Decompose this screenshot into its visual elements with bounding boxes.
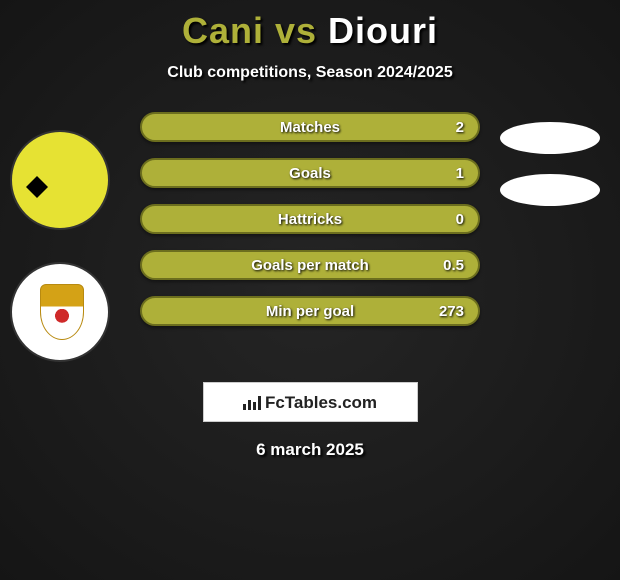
stat-value: 2	[456, 114, 464, 142]
player1-club-crest	[10, 262, 110, 362]
player2-avatar-placeholder	[500, 122, 600, 154]
bar-chart-icon	[243, 385, 261, 425]
player1-name: Cani	[182, 10, 264, 51]
watermark-text: FcTables.com	[265, 393, 377, 412]
crest-icon	[40, 284, 84, 340]
header: Cani vs Diouri Club competitions, Season…	[0, 0, 620, 82]
vs-label: vs	[275, 10, 317, 51]
stat-bar-hattricks: Hattricks 0	[140, 204, 480, 234]
page-title: Cani vs Diouri	[0, 10, 620, 52]
player2-club-placeholder	[500, 174, 600, 206]
date-label: 6 march 2025	[0, 440, 620, 460]
comparison-content: Matches 2 Goals 1 Hattricks 0 Goals per …	[0, 112, 620, 372]
player1-avatar	[10, 130, 110, 230]
stat-label: Goals	[142, 160, 478, 188]
stats-bars: Matches 2 Goals 1 Hattricks 0 Goals per …	[140, 112, 480, 342]
stat-bar-goals-per-match: Goals per match 0.5	[140, 250, 480, 280]
stat-value: 0.5	[443, 252, 464, 280]
stat-label: Hattricks	[142, 206, 478, 234]
player2-name: Diouri	[328, 10, 438, 51]
stat-value: 0	[456, 206, 464, 234]
stat-bar-matches: Matches 2	[140, 112, 480, 142]
stat-value: 1	[456, 160, 464, 188]
stat-bar-min-per-goal: Min per goal 273	[140, 296, 480, 326]
stat-label: Goals per match	[142, 252, 478, 280]
stat-label: Matches	[142, 114, 478, 142]
stat-bar-goals: Goals 1	[140, 158, 480, 188]
stat-label: Min per goal	[142, 298, 478, 326]
watermark[interactable]: FcTables.com	[203, 382, 418, 422]
subtitle: Club competitions, Season 2024/2025	[0, 64, 620, 82]
stat-value: 273	[439, 298, 464, 326]
